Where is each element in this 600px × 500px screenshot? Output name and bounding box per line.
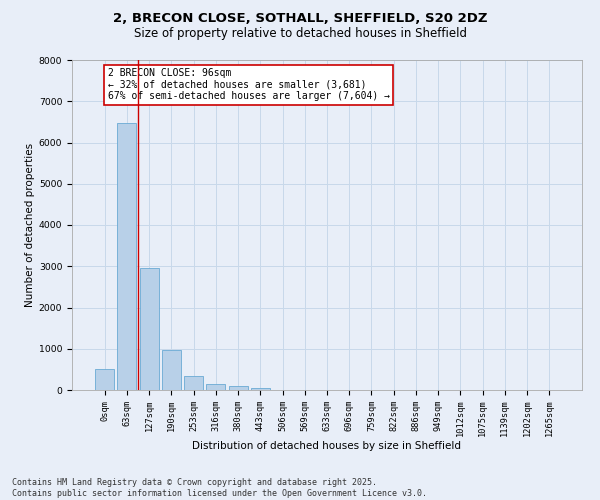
Bar bbox=[251, 388, 270, 390]
Bar bbox=[206, 384, 225, 390]
Bar bbox=[184, 376, 203, 390]
Text: Contains HM Land Registry data © Crown copyright and database right 2025.
Contai: Contains HM Land Registry data © Crown c… bbox=[12, 478, 427, 498]
Bar bbox=[162, 350, 181, 390]
Text: 2, BRECON CLOSE, SOTHALL, SHEFFIELD, S20 2DZ: 2, BRECON CLOSE, SOTHALL, SHEFFIELD, S20… bbox=[113, 12, 487, 26]
Text: 2 BRECON CLOSE: 96sqm
← 32% of detached houses are smaller (3,681)
67% of semi-d: 2 BRECON CLOSE: 96sqm ← 32% of detached … bbox=[108, 68, 390, 102]
Bar bbox=[229, 386, 248, 390]
Bar bbox=[118, 122, 136, 390]
Y-axis label: Number of detached properties: Number of detached properties bbox=[25, 143, 35, 307]
X-axis label: Distribution of detached houses by size in Sheffield: Distribution of detached houses by size … bbox=[193, 440, 461, 450]
Bar bbox=[95, 368, 114, 390]
Text: Size of property relative to detached houses in Sheffield: Size of property relative to detached ho… bbox=[133, 28, 467, 40]
Bar bbox=[140, 268, 158, 390]
